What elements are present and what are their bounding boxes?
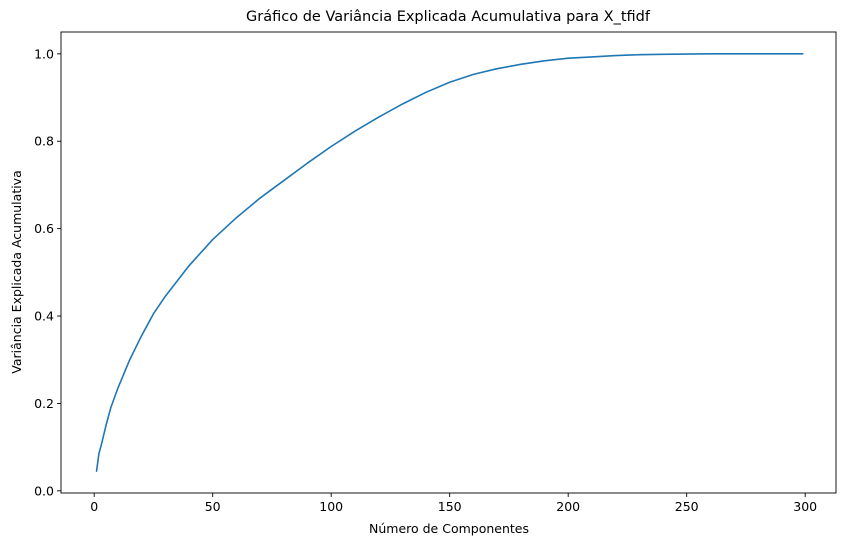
- plot-frame: [60, 31, 837, 494]
- x-tick-label: 200: [556, 499, 580, 514]
- x-tick-label: 0: [90, 499, 98, 514]
- x-tick-label: 100: [319, 499, 343, 514]
- y-tick-label: 0.4: [34, 309, 54, 324]
- plot-area: [60, 31, 837, 494]
- x-tick-label: 50: [205, 499, 221, 514]
- series-line-0: [95, 53, 804, 472]
- y-axis: 0.0 0.2 0.4 0.6 0.8 1.0: [34, 46, 61, 498]
- x-tick-label: 150: [438, 499, 462, 514]
- x-axis: 0 50 100 150 200 250 300: [90, 493, 817, 514]
- y-tick-label: 0.6: [34, 221, 54, 236]
- y-tick-label: 0.8: [34, 134, 54, 149]
- y-tick-label: 0.0: [34, 483, 54, 498]
- chart-title: Gráfico de Variância Explicada Acumulati…: [246, 9, 651, 25]
- x-tick-label: 250: [675, 499, 699, 514]
- x-tick-label: 300: [793, 499, 817, 514]
- y-tick-label: 1.0: [34, 46, 54, 61]
- y-tick-label: 0.2: [34, 396, 54, 411]
- y-axis-label: Variância Explicada Acumulativa: [9, 170, 24, 373]
- x-axis-label: Número de Componentes: [369, 521, 529, 536]
